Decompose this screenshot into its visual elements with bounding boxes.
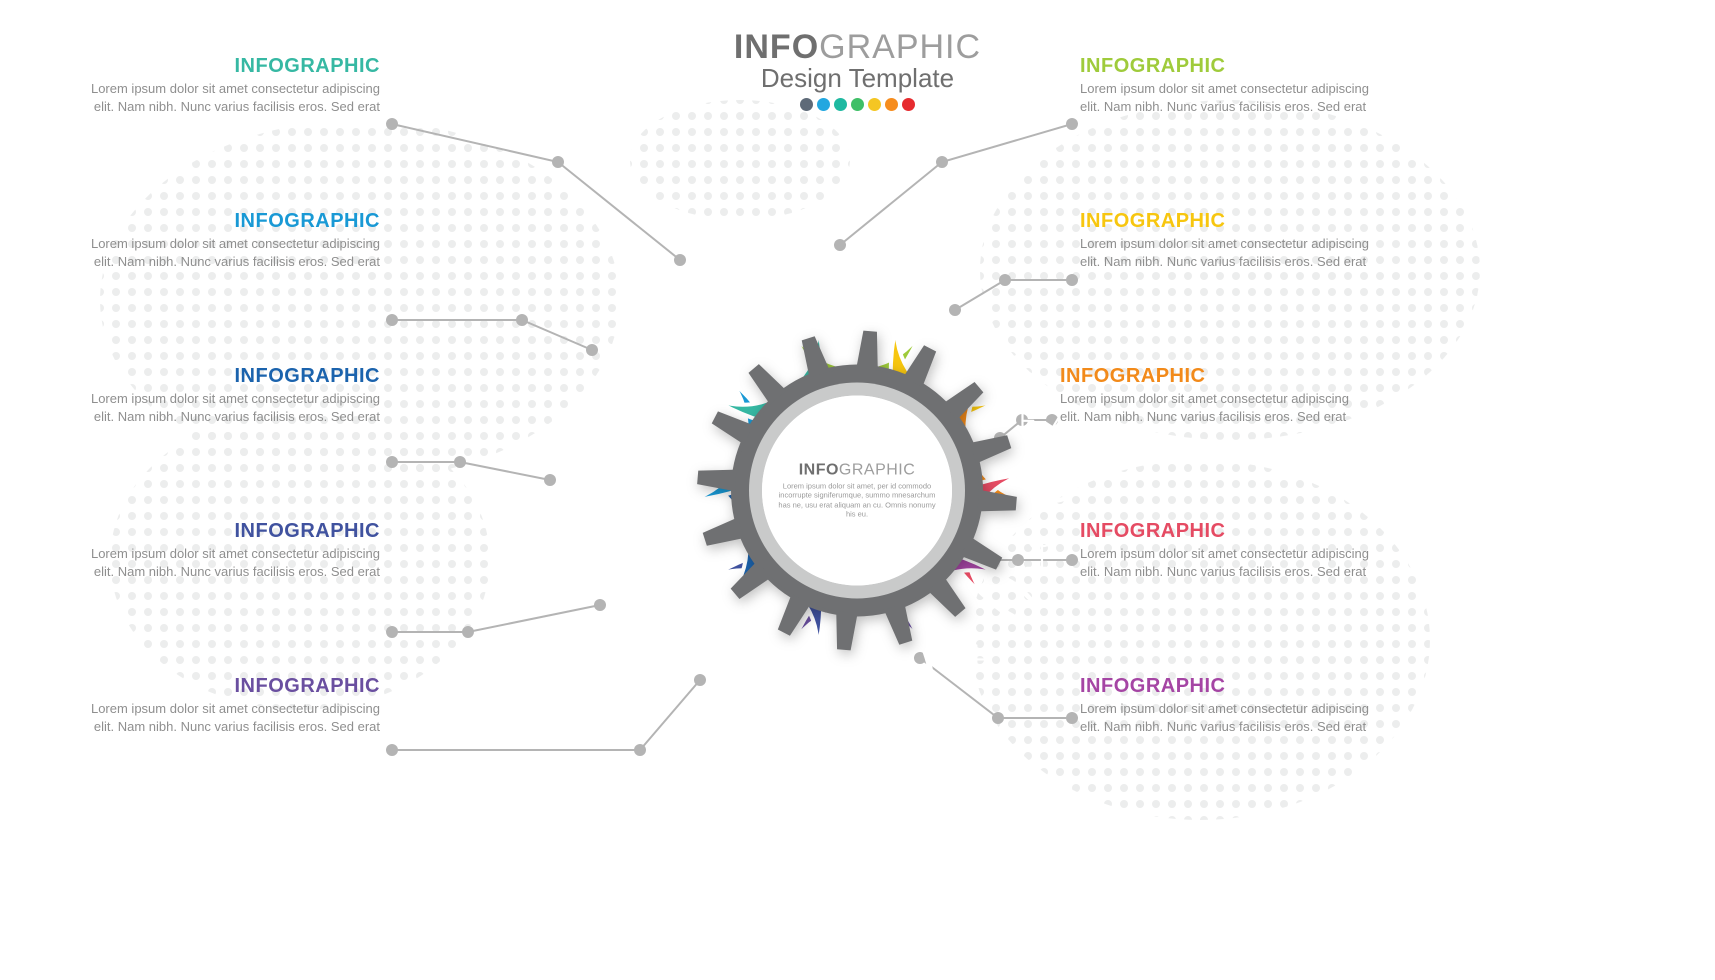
- callout-title: INFOGRAPHIC: [90, 520, 380, 543]
- shield-icon: [642, 400, 702, 460]
- callout-title: INFOGRAPHIC: [90, 365, 380, 388]
- callout-body: Lorem ipsum dolor sit amet consectetur a…: [1060, 390, 1350, 426]
- callout-right-0: INFOGRAPHICLorem ipsum dolor sit amet co…: [1080, 55, 1370, 116]
- stage: INFOGRAPHIC Design Template INFOGRAPHIC …: [0, 0, 1715, 980]
- callout-title: INFOGRAPHIC: [1080, 210, 1370, 233]
- callout-body: Lorem ipsum dolor sit amet consectetur a…: [90, 235, 380, 271]
- callout-right-1: INFOGRAPHICLorem ipsum dolor sit amet co…: [1080, 210, 1370, 271]
- laptop-icon: [827, 655, 887, 715]
- callout-left-3: INFOGRAPHICLorem ipsum dolor sit amet co…: [90, 520, 380, 581]
- callout-left-0: INFOGRAPHICLorem ipsum dolor sit amet co…: [90, 55, 380, 116]
- cloud-icon: [942, 618, 1002, 678]
- callout-right-2: INFOGRAPHICLorem ipsum dolor sit amet co…: [1060, 365, 1350, 426]
- callout-title: INFOGRAPHIC: [90, 55, 380, 78]
- plant-icon: [1012, 520, 1072, 580]
- piggy-icon: [642, 520, 702, 580]
- callout-left-1: INFOGRAPHICLorem ipsum dolor sit amet co…: [90, 210, 380, 271]
- chat-icon: [712, 618, 772, 678]
- callout-body: Lorem ipsum dolor sit amet consectetur a…: [1080, 80, 1370, 116]
- callout-title: INFOGRAPHIC: [90, 210, 380, 233]
- callout-left-2: INFOGRAPHICLorem ipsum dolor sit amet co…: [90, 365, 380, 426]
- callout-body: Lorem ipsum dolor sit amet consectetur a…: [90, 545, 380, 581]
- callout-body: Lorem ipsum dolor sit amet consectetur a…: [1080, 235, 1370, 271]
- callout-right-3: INFOGRAPHICLorem ipsum dolor sit amet co…: [1080, 520, 1370, 581]
- phone-icon: [942, 302, 1002, 362]
- callout-body: Lorem ipsum dolor sit amet consectetur a…: [90, 390, 380, 426]
- callout-title: INFOGRAPHIC: [1060, 365, 1350, 388]
- medal-icon: [827, 265, 887, 325]
- podium-icon: [712, 302, 772, 362]
- callout-left-4: INFOGRAPHICLorem ipsum dolor sit amet co…: [90, 675, 380, 736]
- callout-title: INFOGRAPHIC: [1080, 675, 1370, 698]
- callout-body: Lorem ipsum dolor sit amet consectetur a…: [1080, 700, 1370, 736]
- callout-body: Lorem ipsum dolor sit amet consectetur a…: [90, 700, 380, 736]
- callout-title: INFOGRAPHIC: [1080, 520, 1370, 543]
- callout-title: INFOGRAPHIC: [90, 675, 380, 698]
- callout-title: INFOGRAPHIC: [1080, 55, 1370, 78]
- callout-body: Lorem ipsum dolor sit amet consectetur a…: [1080, 545, 1370, 581]
- callout-right-4: INFOGRAPHICLorem ipsum dolor sit amet co…: [1080, 675, 1370, 736]
- callout-body: Lorem ipsum dolor sit amet consectetur a…: [90, 80, 380, 116]
